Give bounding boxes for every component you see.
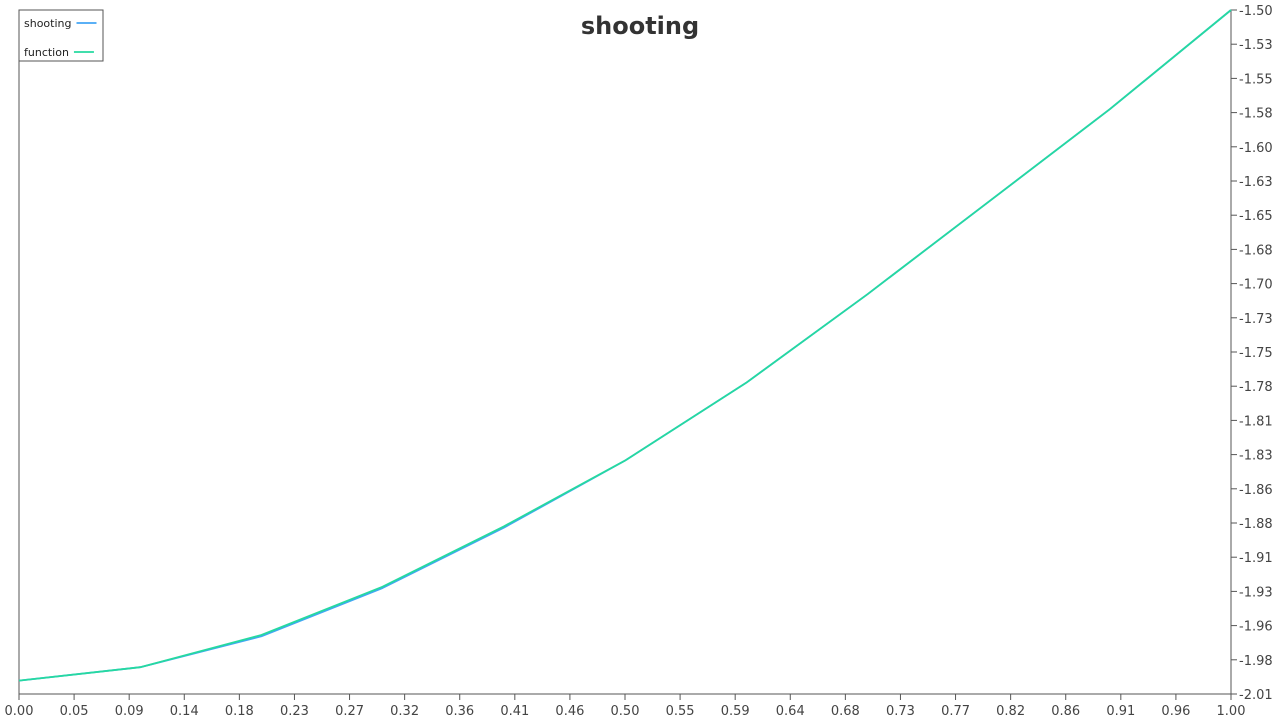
y-tick-label: -1.93: [1239, 585, 1273, 600]
x-tick-label: 0.68: [831, 704, 860, 719]
x-tick-label: 0.36: [445, 704, 474, 719]
x-tick-label: 0.18: [225, 704, 254, 719]
y-tick-label: -1.50: [1239, 4, 1273, 19]
x-tick-label: 0.14: [170, 704, 199, 719]
y-tick-label: -1.73: [1239, 312, 1273, 327]
y-tick-label: -1.96: [1239, 620, 1273, 635]
chart-title: shooting: [581, 12, 699, 40]
series-layer: [18, 9, 1232, 682]
x-tick-label: 0.55: [666, 704, 695, 719]
y-tick-label: -1.83: [1239, 449, 1273, 464]
x-tick-label: 0.46: [555, 704, 584, 719]
x-tick-label: 0.59: [721, 704, 750, 719]
y-tick-label: -1.60: [1239, 141, 1273, 156]
y-axis-ticks: -1.50 -1.53 -1.55 -1.58 -1.60 -1.63 -1.65 -1.68…: [1231, 4, 1273, 703]
legend-label-function: function: [24, 46, 69, 59]
x-tick-label: 0.77: [941, 704, 970, 719]
x-tick-label: 0.05: [60, 704, 89, 719]
x-tick-label: 0.82: [996, 704, 1025, 719]
series-line-function: [18, 9, 1232, 682]
x-tick-label: 0.73: [886, 704, 915, 719]
x-tick-label: 0.86: [1051, 704, 1080, 719]
y-tick-label: -1.53: [1239, 38, 1273, 53]
y-tick-label: -1.91: [1239, 551, 1273, 566]
y-tick-label: -1.78: [1239, 380, 1273, 395]
x-tick-label: 0.91: [1106, 704, 1135, 719]
y-tick-label: -1.88: [1239, 517, 1273, 532]
y-tick-label: -1.58: [1239, 107, 1273, 122]
y-tick-label: -1.68: [1239, 243, 1273, 258]
x-tick-label: 0.27: [335, 704, 364, 719]
x-axis-ticks: 0.00 0.05 0.09 0.14 0.18 0.23 0.27 0.32 0.36 0.41…: [5, 694, 1246, 719]
x-tick-label: 0.00: [5, 704, 34, 719]
y-tick-label: -1.55: [1239, 72, 1273, 87]
y-tick-label: -2.01: [1239, 688, 1273, 703]
x-tick-label: 0.50: [611, 704, 640, 719]
x-tick-label: 0.32: [390, 704, 419, 719]
y-tick-label: -1.86: [1239, 483, 1273, 498]
y-tick-label: -1.98: [1239, 654, 1273, 669]
x-tick-label: 0.09: [115, 704, 144, 719]
x-tick-label: 1.00: [1217, 704, 1246, 719]
x-tick-label: 0.64: [776, 704, 805, 719]
x-tick-label: 0.23: [280, 704, 309, 719]
legend: shooting function: [18, 9, 104, 62]
x-tick-label: 0.96: [1161, 704, 1190, 719]
legend-label-shooting: shooting: [24, 17, 72, 30]
y-tick-label: -1.65: [1239, 209, 1273, 224]
series-line-shooting: [18, 9, 1232, 682]
axes: [18, 10, 1232, 695]
x-tick-label: 0.41: [500, 704, 529, 719]
y-tick-label: -1.63: [1239, 175, 1273, 190]
y-tick-label: -1.75: [1239, 346, 1273, 361]
y-tick-label: -1.70: [1239, 278, 1273, 293]
y-tick-label: -1.81: [1239, 414, 1273, 429]
